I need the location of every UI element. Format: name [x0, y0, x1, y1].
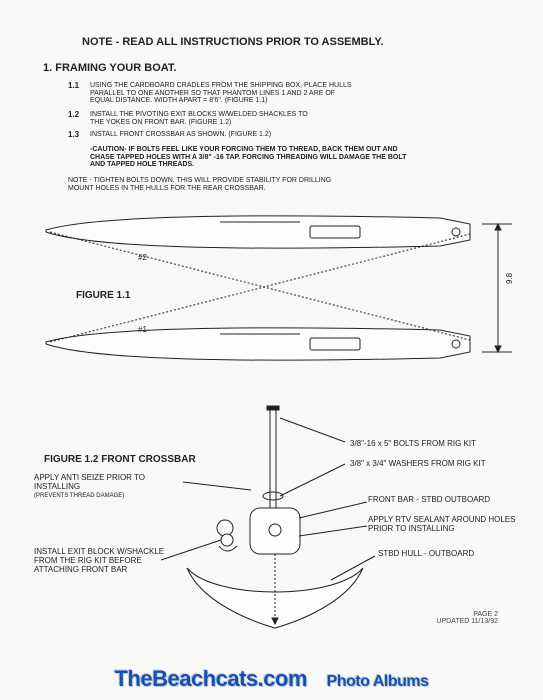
- co-washers: 3/8" x 3/4" WASHERS FROM RIG KIT: [350, 460, 520, 469]
- note-title: NOTE - READ ALL INSTRUCTIONS PRIOR TO AS…: [82, 36, 384, 48]
- footer-updated: UPDATED 11/13/92: [436, 618, 498, 625]
- watermark: TheBeachcats.com Photo Albums: [0, 666, 543, 692]
- co-antiseize: APPLY ANTI SEIZE PRIOR TO INSTALLING: [34, 474, 164, 492]
- hull-b-label: #1: [138, 326, 147, 335]
- item-body-3: INSTALL FRONT CROSSBAR AS SHOWN. (FIGURE…: [90, 131, 340, 139]
- footer: PAGE 2 UPDATED 11/13/92: [436, 611, 498, 625]
- item-num-1: 1.1: [68, 82, 79, 91]
- watermark-main: TheBeachcats.com: [115, 666, 308, 691]
- note-text: NOTE - TIGHTEN BOLTS DOWN. THIS WILL PRO…: [68, 177, 358, 192]
- watermark-sub: Photo Albums: [327, 673, 429, 690]
- co-frontbar: FRONT BAR - STBD OUTBOARD: [368, 496, 528, 505]
- dim-label: 9.8: [506, 273, 515, 284]
- section-title: 1. FRAMING YOUR BOAT.: [43, 62, 176, 74]
- co-exit-block: INSTALL EXIT BLOCK W/SHACKLE FROM THE RI…: [34, 548, 174, 574]
- footer-page: PAGE 2: [473, 611, 498, 618]
- item-body-2: INSTALL THE PIVOTING EXIT BLOCKS W/WELDE…: [90, 111, 320, 126]
- item-body-1: USING THE CARDBOARD CRADLES FROM THE SHI…: [90, 82, 360, 105]
- caution-text: -CAUTION- IF BOLTS FEEL LIKE YOUR FORCIN…: [90, 146, 410, 169]
- item-num-2: 1.2: [68, 111, 79, 120]
- fig11-label: FIGURE 1.1: [76, 290, 130, 301]
- item-num-3: 1.3: [68, 131, 79, 140]
- hull-a-label: #2: [138, 254, 147, 263]
- co-bolts: 3/8"-16 x 5" BOLTS FROM RIG KIT: [350, 440, 510, 449]
- co-antiseize-note: (PREVENTS THREAD DAMAGE): [34, 493, 164, 500]
- page-root: NOTE - READ ALL INSTRUCTIONS PRIOR TO AS…: [0, 0, 543, 700]
- co-rtv: APPLY RTV SEALANT AROUND HOLES PRIOR TO …: [368, 516, 528, 534]
- co-stbd-hull: STBD HULL - OUTBOARD: [378, 550, 538, 559]
